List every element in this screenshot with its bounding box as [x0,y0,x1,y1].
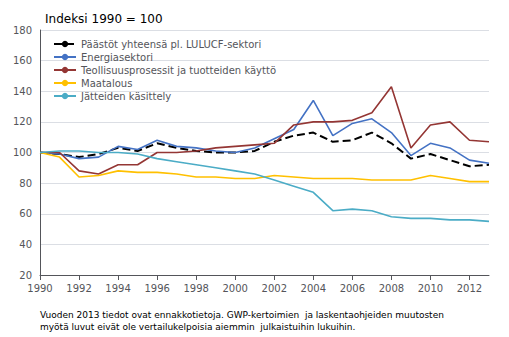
svg-text:20: 20 [19,270,32,281]
svg-text:1996: 1996 [144,283,169,294]
svg-text:2008: 2008 [379,283,404,294]
svg-text:120: 120 [13,116,32,127]
svg-text:1992: 1992 [66,283,91,294]
svg-text:1994: 1994 [105,283,130,294]
svg-text:1990: 1990 [27,283,52,294]
svg-text:Indeksi 1990 = 100: Indeksi 1990 = 100 [45,12,163,26]
svg-text:2006: 2006 [340,283,365,294]
svg-text:40: 40 [19,239,32,250]
svg-text:2000: 2000 [222,283,247,294]
svg-text:1998: 1998 [183,283,208,294]
svg-text:2010: 2010 [418,283,443,294]
svg-text:2002: 2002 [262,283,287,294]
svg-text:Teollisuusprosessit ja tuottei: Teollisuusprosessit ja tuotteiden käyttö [80,65,276,76]
svg-text:Energiasektori: Energiasektori [81,52,153,63]
svg-text:Maatalous: Maatalous [81,78,132,89]
svg-text:180: 180 [13,25,32,36]
svg-text:2004: 2004 [301,283,326,294]
svg-text:Päästöt yhteensä pl. LULUCF-se: Päästöt yhteensä pl. LULUCF-sektori [81,39,261,50]
svg-text:160: 160 [13,55,32,66]
svg-text:Jätteiden käsittely: Jätteiden käsittely [80,91,171,102]
svg-text:100: 100 [13,147,32,158]
svg-text:60: 60 [19,208,32,219]
svg-text:2012: 2012 [457,283,482,294]
svg-text:80: 80 [19,178,32,189]
svg-text:myötä luvut eivät ole vertailu: myötä luvut eivät ole vertailukelpoisia … [40,322,355,332]
svg-text:Vuoden 2013 tiedot ovat ennakk: Vuoden 2013 tiedot ovat ennakkotietoja. … [40,310,444,320]
svg-text:140: 140 [13,86,32,97]
